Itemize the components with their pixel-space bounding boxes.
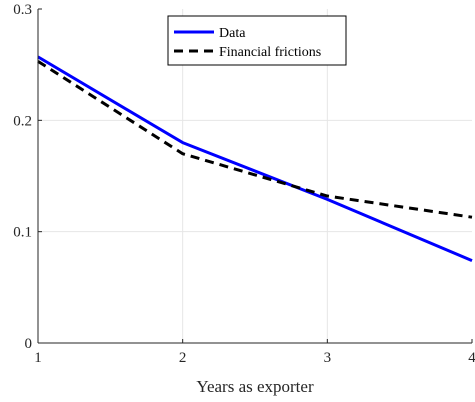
series-line-financial-frictions: [37, 60, 473, 219]
legend-box: [167, 15, 347, 66]
y-tick-label: 0.2: [13, 113, 32, 129]
x-axis-label: Years as exporter: [196, 377, 314, 396]
y-tick-label: 0.3: [13, 2, 32, 18]
axes: [37, 8, 473, 344]
x-tick-label: 1: [34, 350, 42, 366]
legend: Data Financial frictions: [167, 15, 347, 66]
y-tick-label: 0.1: [13, 225, 32, 241]
y-tick-label: 0: [25, 336, 33, 352]
series-line-data: [37, 55, 473, 262]
series-lines: [37, 55, 473, 262]
x-tick-label: 3: [324, 350, 332, 366]
legend-label-data: Data: [219, 26, 246, 41]
legend-label-financial-frictions: Financial frictions: [219, 45, 321, 60]
x-tick-label: 2: [179, 350, 187, 366]
tick-labels: 1 2 3 4 0 0.1 0.2 0.3: [13, 2, 475, 366]
x-tick-label: 4: [468, 350, 475, 366]
